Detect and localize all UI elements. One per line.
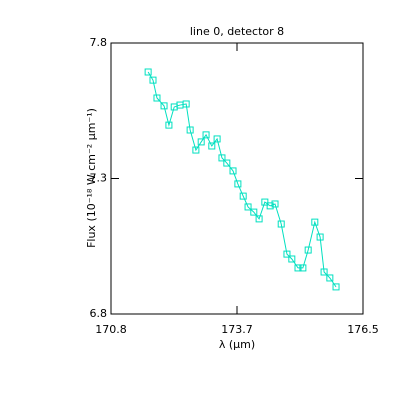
data-point [218,154,226,162]
data-point [160,102,168,110]
y-tick-label: 6.8 [90,307,108,320]
data-point [208,142,216,150]
data-point [316,233,324,241]
data-point [149,76,157,84]
data-point [165,121,173,129]
data-point [304,246,312,254]
data-point [229,167,237,175]
data-point [192,146,200,154]
data-point [197,138,205,146]
x-tick-label: 176.5 [347,323,379,336]
data-point [277,220,285,228]
data-point [182,100,190,108]
y-tick-label: 7.8 [90,36,108,49]
data-point [144,68,152,76]
data-point [223,159,231,167]
x-axis-label: λ (μm) [219,338,255,351]
data-point [299,264,307,272]
data-point [202,131,210,139]
data-point [186,126,194,134]
data-point [239,192,247,200]
x-tick-label: 173.7 [221,323,253,336]
data-point [288,255,296,263]
data-point [234,180,242,188]
data-point [294,264,302,272]
data-point [283,250,291,258]
data-point [261,198,269,206]
data-point [255,215,263,223]
data-point [250,208,258,216]
y-tick-label: 7.3 [90,172,108,185]
data-point [332,283,340,291]
data-point [153,94,161,102]
data-point [326,274,334,282]
data-point [311,218,319,226]
data-point [244,203,252,211]
data-point [320,268,328,276]
data-point [213,135,221,143]
chart-title: line 0, detector 8 [190,25,284,38]
data-point [266,202,274,210]
x-tick-label: 170.8 [95,323,127,336]
y-axis-label: Flux (10⁻¹⁸ W cm⁻² μm⁻¹) [85,108,98,248]
data-point [271,200,279,208]
